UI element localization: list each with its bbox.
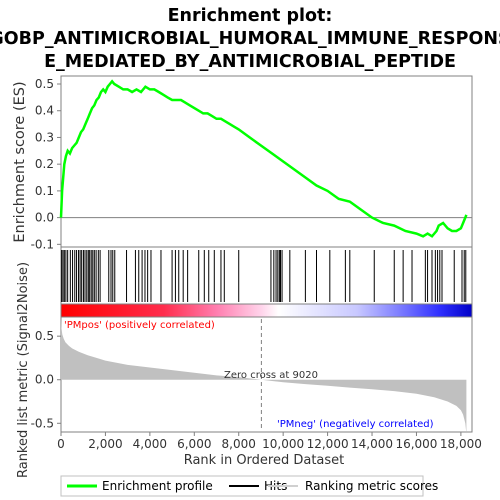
hits-panel-frame [60,246,473,305]
metric-x-axis-label: Rank in Ordered Dataset [184,453,345,468]
metric-x-tick-label: 12,000 [307,437,349,451]
zero-cross-label: Zero cross at 9020 [224,370,318,381]
pos-correlated-label: 'PMpos' (positively correlated) [64,320,215,331]
metric-x-tick-label: 16,000 [395,437,437,451]
color-bar [60,303,473,318]
legend: Enrichment profile Hits Ranking metric s… [60,475,438,497]
ranking-metric-area [61,317,467,434]
metric-y-tick-label: 0.5 [35,329,54,343]
title-line-1: Enrichment plot: [168,6,333,26]
es-y-axis: -0.1 0.0 0.1 0.2 0.3 0.4 0.5 [31,77,61,251]
es-y-tick-label: 0.5 [35,77,54,91]
metric-x-tick-label: 0 [57,437,65,451]
metric-x-tick-label: 4,000 [133,437,167,451]
legend-enrichment-label: Enrichment profile [102,479,213,493]
metric-x-tick-label: 8,000 [222,437,256,451]
es-y-tick-label: 0.2 [35,157,54,171]
metric-x-tick-label: 18,000 [440,437,482,451]
metric-x-tick-label: 14,000 [351,437,393,451]
title-line-3: E_MEDIATED_BY_ANTIMICROBIAL_PEPTIDE [44,52,456,72]
ranked-metric-panel: -0.5 0.0 0.5 0 2,000 4,000 6,000 8,000 10,000 12… [16,262,482,478]
es-y-tick-label: 0.3 [35,130,54,144]
es-y-tick-label: 0.4 [35,104,54,118]
title-line-2: GOBP_ANTIMICROBIAL_HUMORAL_IMMUNE_RESPON… [0,29,500,49]
enrichment-score-panel: -0.1 0.0 0.1 0.2 0.3 0.4 0.5 Enrichment score … [12,75,473,251]
hits-panel [60,246,473,305]
metric-y-tick-label: 0.0 [35,373,54,387]
es-y-tick-label: 0.1 [35,184,54,198]
es-panel-frame [60,75,473,248]
metric-x-tick-label: 6,000 [177,437,211,451]
metric-y-axis: -0.5 0.0 0.5 [31,329,61,430]
metric-x-axis: 0 2,000 4,000 6,000 8,000 10,000 12,000 14,000 1… [57,432,482,451]
metric-x-tick-label: 2,000 [88,437,122,451]
metric-x-tick-label: 10,000 [262,437,304,451]
metric-y-tick-label: -0.5 [31,416,54,430]
es-y-tick-label: 0.0 [35,211,54,225]
es-y-tick-label: -0.1 [31,237,54,251]
rank-color-bar [60,303,473,318]
enrichment-profile-line [59,79,468,238]
metric-y-axis-label: Ranked list metric (Signal2Noise) [16,262,31,478]
neg-correlated-label: 'PMneg' (negatively correlated) [277,419,434,430]
es-y-axis-label: Enrichment score (ES) [12,81,28,242]
legend-ranking-label: Ranking metric scores [305,479,438,493]
hit-marks [61,250,467,302]
